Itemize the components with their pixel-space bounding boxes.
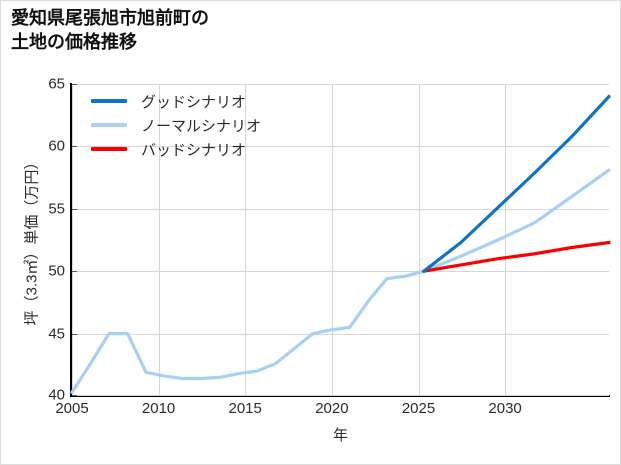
series-line: [422, 94, 611, 273]
x-tick-label: 2005: [55, 400, 89, 417]
y-tick-label: 50: [48, 262, 65, 280]
y-axis-label-wrap: 坪（3.3㎡）単価（万円）: [1, 84, 41, 396]
y-tick-label: 55: [48, 200, 65, 218]
y-tick-label: 45: [48, 325, 65, 343]
legend-label-bad: バッドシナリオ: [141, 141, 247, 159]
legend-swatch-normal: [91, 123, 127, 127]
legend-swatch-good: [91, 99, 127, 103]
gridline-horizontal: [72, 395, 609, 396]
gridline-horizontal: [72, 146, 609, 148]
x-tick-label: 2020: [315, 400, 349, 417]
x-axis-label: 年: [332, 427, 348, 444]
y-tick-label: 65: [48, 75, 65, 93]
legend-item-bad: バッドシナリオ: [91, 137, 321, 161]
legend-label-good: グッドシナリオ: [141, 93, 247, 111]
chart-series-lines: [70, 94, 611, 394]
gridline-vertical: [505, 84, 507, 396]
chart-title: 愛知県尾張旭市旭前町の 土地の価格推移: [11, 8, 209, 52]
x-tick-label: 2025: [401, 400, 436, 417]
legend-label-normal: ノーマルシナリオ: [141, 117, 262, 135]
gridline-vertical: [418, 84, 420, 396]
x-tick-label: 2030: [488, 400, 522, 417]
y-tick-label: 60: [48, 137, 65, 155]
gridline-vertical: [331, 84, 333, 396]
y-axis-line: [70, 83, 72, 397]
x-tick-label: 2010: [141, 400, 176, 417]
y-axis-label: 坪（3.3㎡）単価（万円）: [23, 154, 41, 326]
series-line: [70, 168, 611, 394]
chart-legend: グッドシナリオ ノーマルシナリオ バッドシナリオ: [91, 89, 321, 161]
gridline-horizontal: [72, 208, 609, 210]
legend-item-good: グッドシナリオ: [91, 89, 321, 113]
plot-area: [70, 84, 611, 396]
gridline-horizontal: [72, 84, 609, 85]
gridline-vertical: [245, 84, 247, 396]
x-axis-line: [70, 395, 610, 397]
gridline-vertical: [72, 84, 73, 396]
gridline-horizontal: [72, 271, 609, 273]
legend-swatch-bad: [91, 147, 127, 151]
gridline-vertical: [158, 84, 160, 396]
gridline-horizontal: [72, 333, 609, 335]
y-tick-labels: 65 60 55 50 45 40: [17, 76, 65, 404]
legend-item-normal: ノーマルシナリオ: [91, 113, 321, 137]
y-tick-label: 40: [48, 386, 65, 404]
x-tick-label: 2015: [228, 400, 262, 417]
series-line: [422, 240, 611, 273]
